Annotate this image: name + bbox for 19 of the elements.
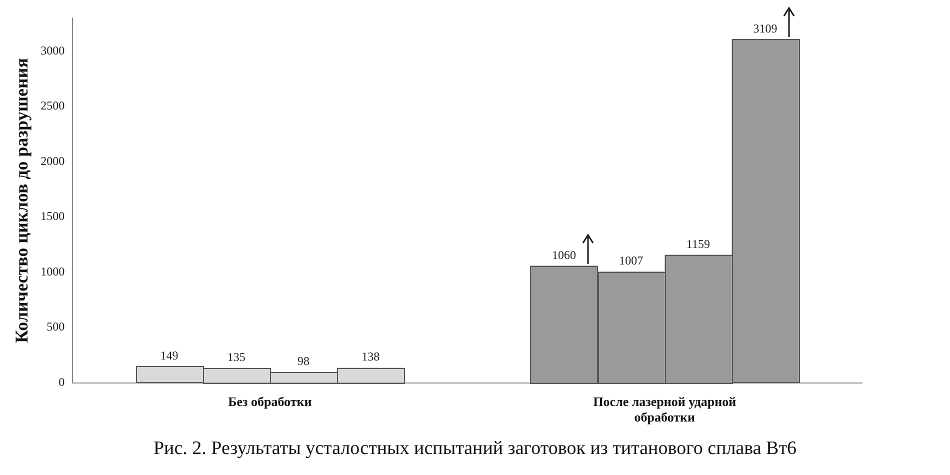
- y-tick-label: 2500: [40, 98, 65, 113]
- data-label: 149: [160, 348, 178, 362]
- y-axis-title: Количество циклов до разрушения: [11, 58, 32, 343]
- data-label: 135: [227, 350, 246, 364]
- data-label: 1060: [552, 248, 576, 262]
- text: Рис. 2. Результаты усталостных испытаний заготовок из титанового сплава Вт6: [152, 438, 798, 460]
- y-tick-label: 3000: [40, 44, 65, 58]
- data-label: 3109: [753, 21, 778, 36]
- data-label: 1159: [686, 236, 710, 251]
- y-tick-label: 0: [58, 374, 65, 389]
- data-label: 98: [298, 354, 310, 368]
- y-tick-label: 500: [46, 320, 65, 334]
- y-tick-label: 1500: [40, 209, 65, 224]
- x-tick-label: Без обработки: [228, 394, 312, 409]
- data-label: 1007: [619, 254, 644, 268]
- data-label: 138: [362, 350, 380, 364]
- y-tick-label: 2000: [40, 154, 65, 168]
- y-tick-label: 1000: [40, 264, 65, 278]
- x-tick-label: После лазерной ударной обработки: [593, 394, 737, 425]
